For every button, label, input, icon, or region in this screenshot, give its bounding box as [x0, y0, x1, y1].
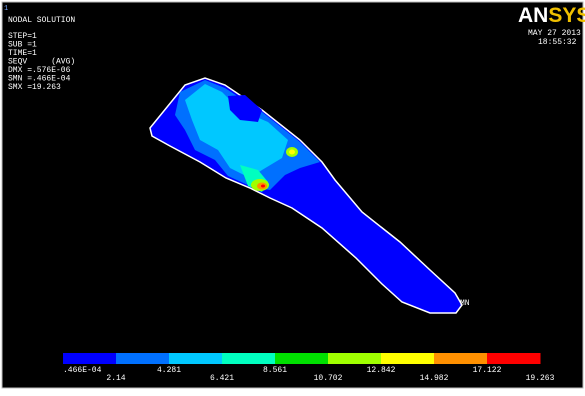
- legend-label: 17.122: [473, 366, 502, 375]
- logo-part: AN: [518, 4, 548, 27]
- legend-swatch: [222, 353, 276, 364]
- legend-swatch: [487, 353, 541, 364]
- legend-swatch: [116, 353, 170, 364]
- logo: ANSYS: [518, 4, 585, 27]
- logo-part: SYS: [548, 4, 585, 27]
- title: NODAL SOLUTION: [8, 16, 75, 25]
- legend-swatch: [328, 353, 382, 364]
- legend-label: 14.982: [420, 374, 449, 383]
- ansys-window: 1 NODAL SOLUTION STEP=1SUB =1TIME=1SEQV …: [0, 0, 585, 391]
- legend-label: 4.281: [157, 366, 181, 375]
- legend-label: 2.14: [106, 374, 125, 383]
- min-marker: MN: [460, 299, 470, 308]
- window-number: 1: [4, 5, 8, 13]
- legend-label: .466E-04: [63, 366, 102, 375]
- legend-label: 6.421: [210, 374, 234, 383]
- legend-label: 12.842: [367, 366, 396, 375]
- date: MAY 27 2013: [528, 29, 581, 38]
- legend-label: 8.561: [263, 366, 287, 375]
- legend-swatch: [63, 353, 117, 364]
- legend-swatch: [275, 353, 329, 364]
- header-line: SMX =19.263: [8, 83, 61, 92]
- legend-label: 10.702: [314, 374, 343, 383]
- legend-swatch: [169, 353, 223, 364]
- legend-swatch: [434, 353, 488, 364]
- legend-swatch: [381, 353, 435, 364]
- time: 18:55:32: [538, 38, 577, 47]
- legend-label: 19.263: [526, 374, 555, 383]
